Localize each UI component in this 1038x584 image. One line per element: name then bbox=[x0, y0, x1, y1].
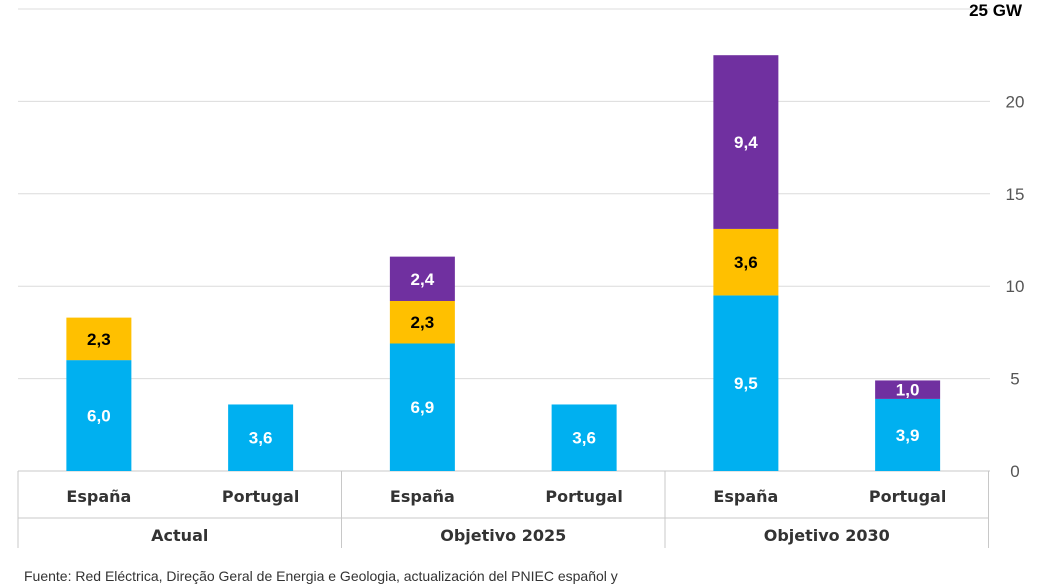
x-category-label: Portugal bbox=[545, 487, 622, 506]
data-label: 3,9 bbox=[896, 426, 920, 445]
bar-segment bbox=[389, 256, 455, 301]
x-group-label: Objetivo 2030 bbox=[764, 526, 890, 545]
bars bbox=[66, 55, 941, 471]
bar-segment bbox=[66, 360, 132, 471]
x-group-label: Actual bbox=[151, 526, 208, 545]
gridlines bbox=[18, 8, 990, 472]
data-label: 3,6 bbox=[249, 429, 273, 448]
data-label: 2,4 bbox=[411, 270, 435, 289]
bar-segment bbox=[713, 295, 779, 471]
y-axis: 25 GW 0 5 10 15 20 bbox=[969, 1, 1024, 481]
y-tick-label: 20 bbox=[1006, 92, 1025, 111]
bar-segment bbox=[66, 317, 132, 361]
x-category-label: España bbox=[66, 487, 131, 506]
x-group-label: Objetivo 2025 bbox=[440, 526, 566, 545]
bar-segment bbox=[389, 343, 455, 471]
data-labels: 6,0 2,3 3,6 6,9 2,3 2,4 3,6 9,5 3,6 9,4 3,9 1,0 bbox=[87, 133, 919, 448]
bar-segment bbox=[228, 404, 294, 471]
data-label: 2,3 bbox=[411, 313, 435, 332]
source-footnote: Fuente: Red Eléctrica, Direção Geral de … bbox=[24, 568, 618, 584]
bar-segment bbox=[551, 404, 617, 471]
x-axis: España Portugal Actual España Portugal Objeti… bbox=[17, 471, 989, 548]
data-label: 2,3 bbox=[87, 330, 111, 349]
y-axis-unit-label: 25 GW bbox=[969, 1, 1023, 20]
y-tick-label: 5 bbox=[1010, 370, 1019, 389]
bar-segment bbox=[389, 300, 455, 344]
data-label: 9,5 bbox=[734, 374, 758, 393]
y-tick-label: 0 bbox=[1010, 462, 1019, 481]
x-category-label: España bbox=[390, 487, 455, 506]
data-label: 6,0 bbox=[87, 407, 111, 426]
x-category-label: Portugal bbox=[869, 487, 946, 506]
x-category-label: España bbox=[713, 487, 778, 506]
y-tick-label: 15 bbox=[1006, 185, 1025, 204]
data-label: 1,0 bbox=[896, 381, 920, 400]
y-tick-label: 10 bbox=[1006, 277, 1025, 296]
data-label: 3,6 bbox=[734, 253, 758, 272]
data-label: 3,6 bbox=[572, 429, 596, 448]
bar-segment bbox=[713, 228, 779, 296]
data-label: 6,9 bbox=[411, 398, 435, 417]
x-category-label: Portugal bbox=[222, 487, 299, 506]
bar-segment bbox=[875, 398, 941, 471]
data-label: 9,4 bbox=[734, 133, 758, 152]
bar-segment bbox=[875, 380, 941, 399]
bar-segment bbox=[713, 55, 779, 229]
